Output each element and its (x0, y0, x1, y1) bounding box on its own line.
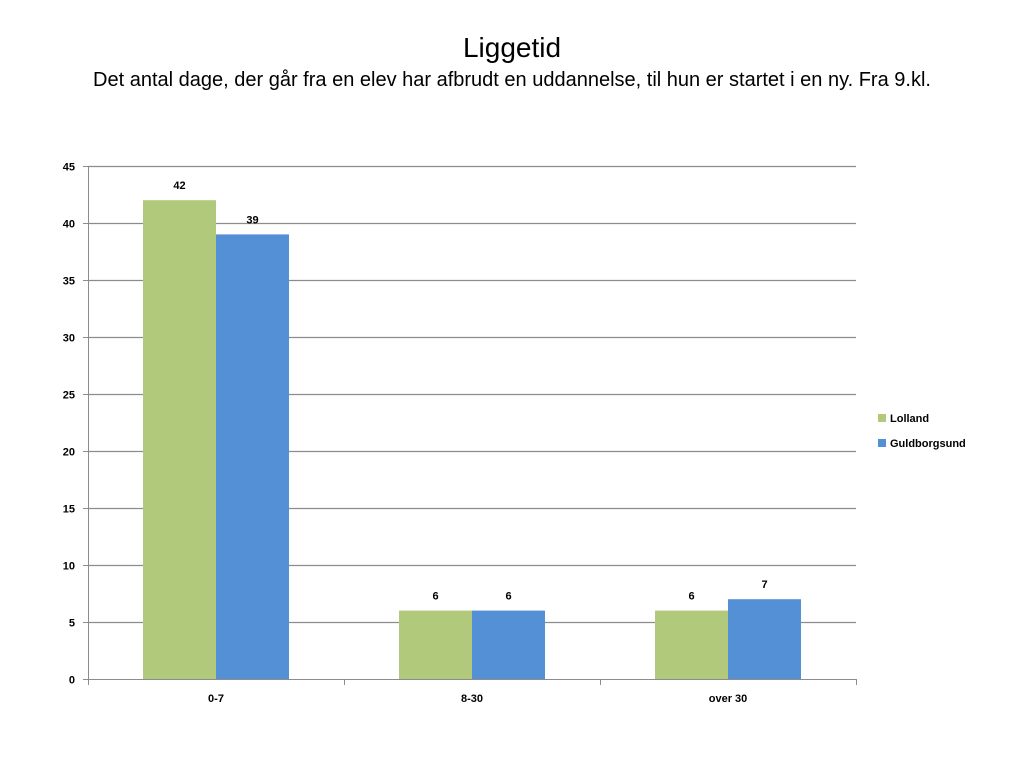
bars (143, 200, 801, 679)
bar-lolland-over-30 (655, 610, 728, 679)
legend-label-lolland: Lolland (890, 413, 929, 425)
data-label: 39 (246, 214, 258, 226)
title-block: Liggetid Det antal dage, der går fra en … (0, 30, 1024, 94)
y-tick-label: 40 (63, 219, 75, 231)
legend-swatch-lolland (878, 414, 886, 422)
x-tick-label: over 30 (709, 693, 748, 705)
data-labels: 42 39 6 6 6 7 (173, 180, 767, 602)
data-label: 7 (761, 579, 767, 591)
bar-lolland-8-30 (399, 610, 472, 679)
data-label: 6 (432, 591, 438, 603)
bar-guldborgsund-over-30 (728, 599, 801, 679)
data-label: 6 (505, 591, 511, 603)
bar-guldborgsund-0-7 (216, 234, 289, 679)
data-label: 6 (688, 591, 694, 603)
data-label: 42 (173, 180, 185, 192)
y-tick-label: 25 (63, 390, 75, 402)
bar-guldborgsund-8-30 (472, 610, 545, 679)
y-tick-label: 35 (63, 276, 75, 288)
chart-title: Liggetid (462, 32, 562, 63)
y-tick-label: 5 (69, 618, 75, 630)
y-tick-label: 15 (63, 504, 75, 516)
legend-label-guldborgsund: Guldborgsund (890, 438, 966, 450)
x-tick-label: 0-7 (208, 693, 224, 705)
x-tick-label: 8-30 (461, 693, 483, 705)
y-tick-label: 30 (63, 333, 75, 345)
y-tick-label: 10 (63, 561, 75, 573)
y-tick-label: 0 (69, 675, 75, 687)
chart-subtitle: Det antal dage, der går fra en elev har … (93, 69, 931, 91)
legend-swatch-guldborgsund (878, 439, 886, 447)
y-tick-label: 45 (63, 162, 75, 174)
axes: 0 5 10 15 20 25 30 35 40 45 0-7 8-30 over 30 (63, 162, 857, 705)
legend: Lolland Guldborgsund (878, 413, 966, 450)
y-tick-label: 20 (63, 447, 75, 459)
bar-lolland-0-7 (143, 200, 216, 679)
